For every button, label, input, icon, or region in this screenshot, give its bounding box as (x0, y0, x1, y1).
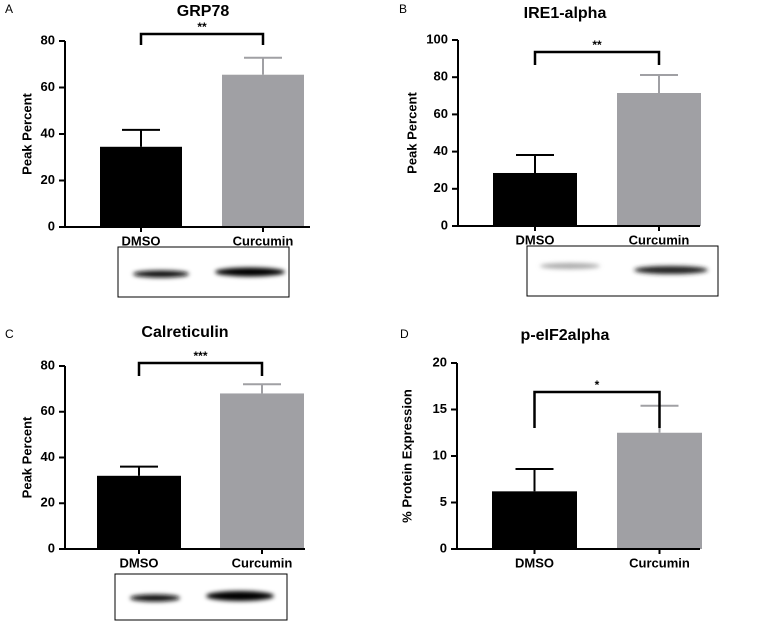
significance-bracket (533, 390, 661, 428)
blot-b (526, 245, 719, 297)
y-tick-label: 15 (433, 401, 447, 416)
bar (493, 172, 577, 226)
y-tick-label: 20 (41, 495, 55, 510)
significance-bracket (137, 361, 264, 376)
panel-letter: D (400, 327, 409, 341)
panel-letter: A (5, 2, 13, 16)
bar (617, 93, 701, 226)
y-tick-label: 80 (434, 69, 448, 84)
bar (220, 393, 304, 549)
x-tick-label: Curcumin (629, 232, 690, 247)
y-tick-label: 20 (434, 180, 448, 195)
y-tick-label: 80 (41, 357, 55, 372)
bar (617, 432, 702, 549)
y-axis-label: % Protein Expression (399, 389, 414, 523)
x-tick-label: DMSO (515, 555, 554, 570)
bar (97, 475, 181, 549)
significance-label: ** (197, 20, 207, 34)
significance-bracket (533, 50, 661, 65)
chart-title: GRP78 (177, 3, 230, 20)
blot-c (114, 573, 288, 621)
significance-bracket (139, 32, 265, 45)
y-tick-label: 40 (434, 143, 448, 158)
y-tick-label: 20 (433, 354, 447, 369)
y-axis-label: Peak Percent (19, 93, 34, 175)
y-tick-label: 60 (41, 403, 55, 418)
y-tick-label: 0 (48, 540, 55, 555)
y-tick-label: 40 (41, 449, 55, 464)
y-tick-label: 0 (48, 218, 55, 233)
x-tick-label: DMSO (122, 233, 161, 248)
chart-title: p-eIF2alpha (521, 327, 610, 344)
chart-title: IRE1-alpha (524, 5, 607, 22)
y-tick-label: 60 (434, 106, 448, 121)
bar (492, 491, 577, 549)
blot-a (117, 246, 290, 298)
y-axis-label: Peak Percent (19, 416, 34, 498)
y-tick-label: 60 (41, 79, 55, 94)
panel-letter: B (399, 2, 407, 16)
y-tick-label: 10 (433, 447, 447, 462)
y-tick-label: 0 (441, 217, 448, 232)
x-tick-label: Curcumin (629, 555, 690, 570)
x-tick-label: DMSO (516, 232, 555, 247)
significance-label: ** (592, 38, 602, 52)
y-tick-label: 80 (41, 32, 55, 47)
significance-label: *** (193, 349, 207, 363)
y-tick-label: 100 (426, 31, 448, 46)
bar (222, 74, 304, 228)
y-tick-label: 5 (440, 494, 447, 509)
bar (100, 146, 182, 227)
x-tick-label: DMSO (120, 555, 159, 570)
x-tick-label: Curcumin (232, 555, 293, 570)
x-tick-label: Curcumin (233, 233, 294, 248)
y-tick-label: 40 (41, 125, 55, 140)
y-tick-label: 0 (440, 540, 447, 555)
panel-letter: C (5, 327, 14, 341)
significance-label: * (595, 378, 600, 392)
y-axis-label: Peak Percent (404, 92, 419, 174)
chart-title: Calreticulin (141, 324, 228, 341)
y-tick-label: 20 (41, 172, 55, 187)
